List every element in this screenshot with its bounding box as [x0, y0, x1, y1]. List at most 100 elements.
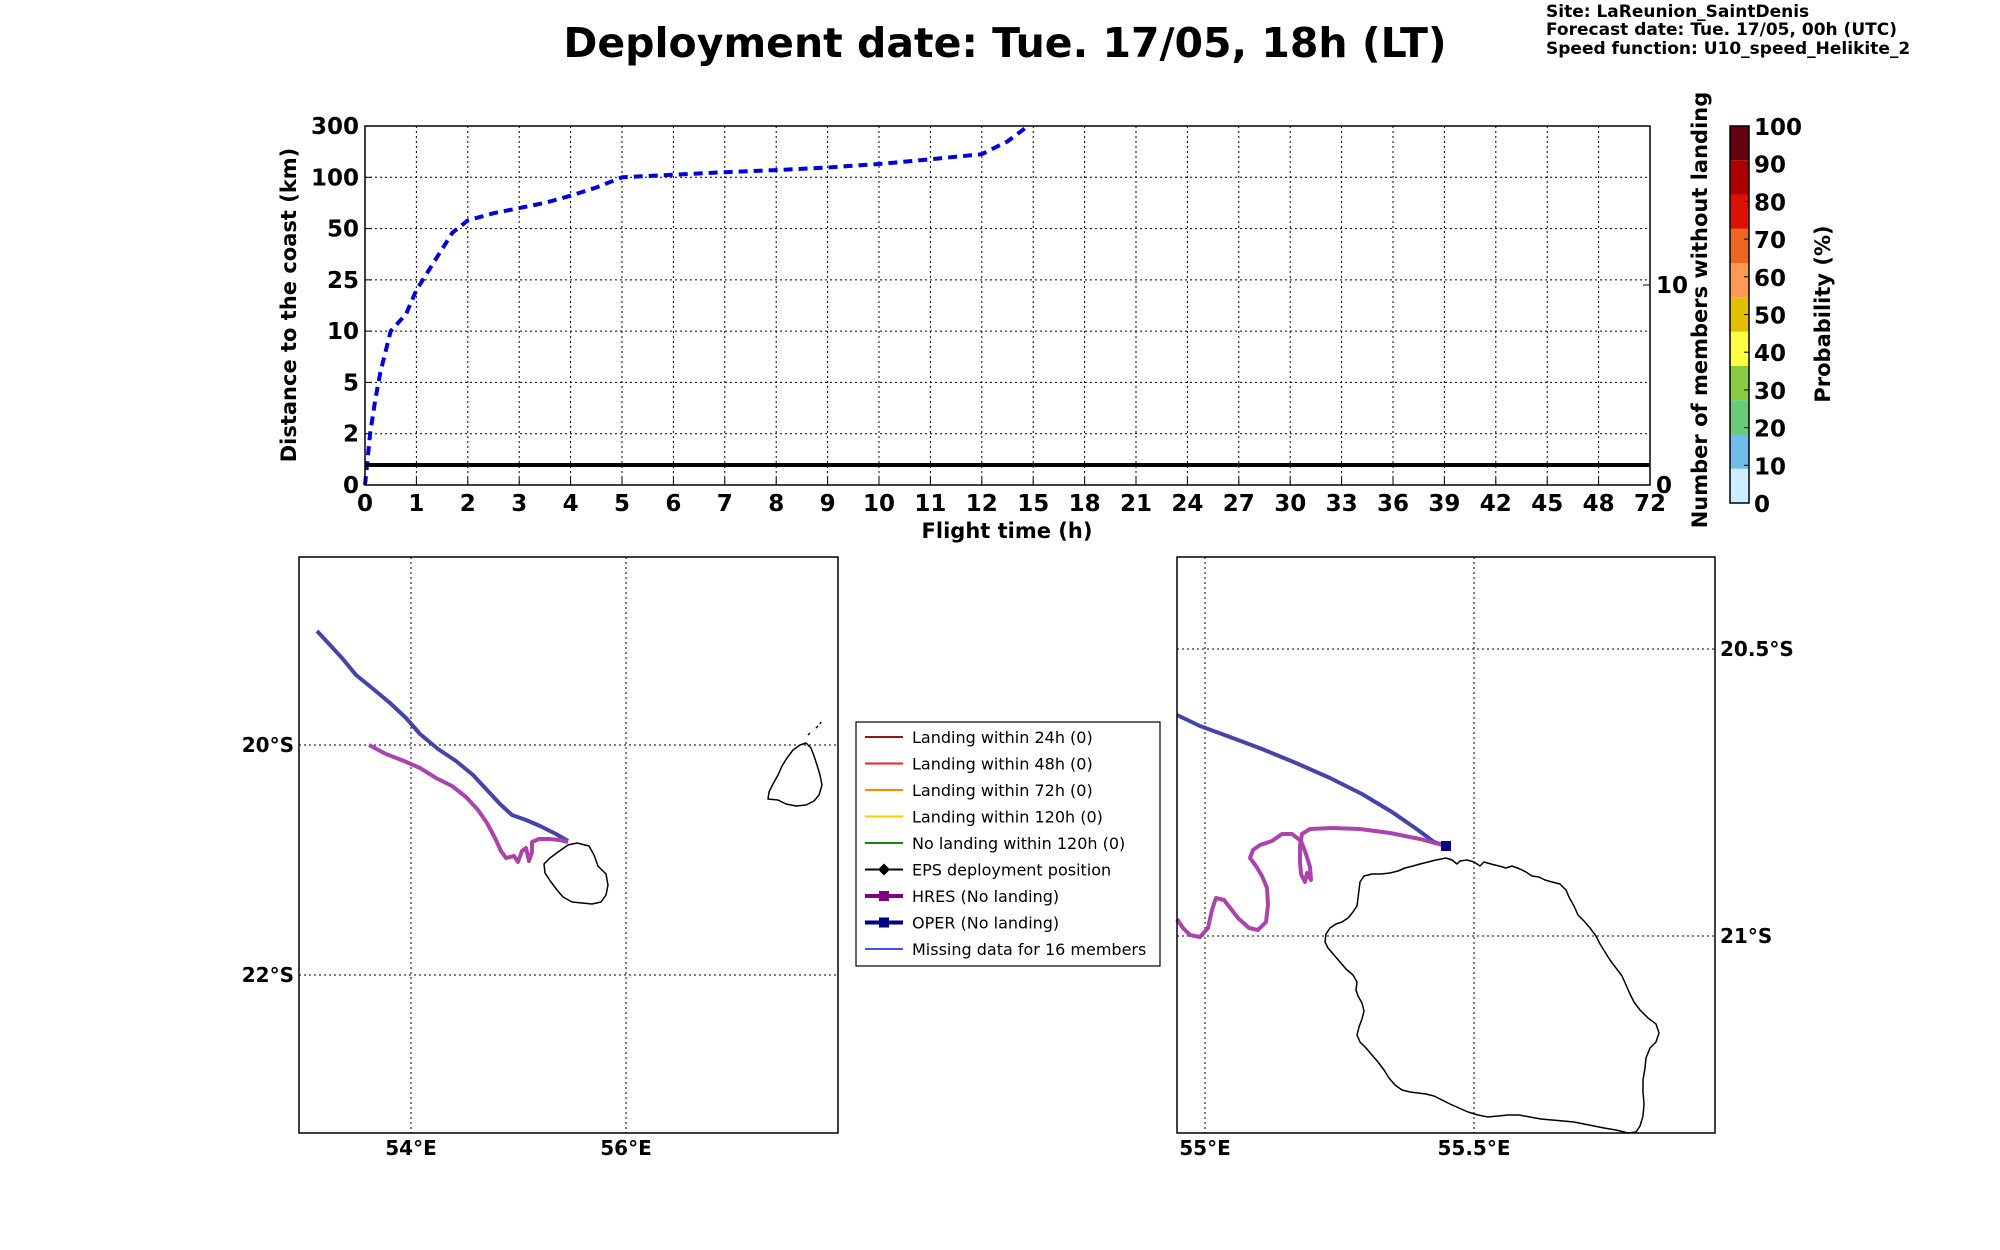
legend-item: Landing within 24h (0) — [865, 728, 1093, 747]
left-map-frame — [298, 556, 839, 1134]
colorbar-segment — [1730, 228, 1749, 264]
distance-chart-xlabel: Flight time (h) — [922, 519, 1093, 543]
site-label: Site: LaReunion_SaintDenis — [1546, 2, 1809, 22]
distance-chart-x-tick-label: 9 — [820, 491, 836, 517]
distance-chart-series — [363, 124, 1650, 486]
distance-chart-y-tick-label: 50 — [327, 217, 359, 243]
mauritius-islet-3 — [819, 721, 822, 725]
distance-chart-y-tick-label: 300 — [311, 114, 359, 140]
colorbar-segment — [1730, 468, 1749, 503]
distance-chart-x-tick-label: 36 — [1377, 491, 1409, 517]
left-map-x-tick-56e: 56°E — [600, 1136, 652, 1160]
distance-chart-x-tick-label: 5 — [614, 491, 630, 517]
distance-chart-x-tick-label: 48 — [1583, 491, 1615, 517]
legend-label: Landing within 120h (0) — [912, 808, 1103, 827]
right-map-frame — [1176, 556, 1716, 1134]
distance-chart-x-tick-label: 11 — [914, 491, 946, 517]
colorbar-segment — [1730, 297, 1749, 332]
mauritius-coastline — [767, 742, 823, 807]
colorbar-tick-label: 20 — [1754, 417, 1786, 443]
mauritius-islet-2 — [815, 725, 819, 729]
distance-chart-x-tick-label: 7 — [717, 491, 733, 517]
distance-chart-ylabel: Distance to the coast (km) — [277, 148, 301, 463]
legend-label: HRES (No landing) — [912, 887, 1059, 906]
distance-chart-y-tick-label: 0 — [343, 473, 359, 499]
legend-item: Landing within 120h (0) — [865, 808, 1103, 827]
colorbar-segment — [1730, 434, 1749, 469]
colorbar-segment — [1730, 160, 1749, 195]
distance-chart-x-ticks: 0 1 2 3 4 5 6 7 8 9 10 11 12 15 18 21 24 27 30 33 36 39 42 45 48… — [357, 478, 1666, 517]
colorbar-tick-label: 40 — [1754, 341, 1786, 367]
distance-chart-x-tick-label: 24 — [1171, 491, 1203, 517]
right-map-hres-track — [1175, 826, 1447, 939]
legend-label: OPER (No landing) — [912, 914, 1059, 933]
left-map-y-tick-20s: 20°S — [242, 733, 294, 757]
distance-chart-x-tick-label: 1 — [408, 491, 424, 517]
distance-chart-y-tick-label: 25 — [327, 268, 359, 294]
distance-series-line — [363, 124, 1030, 486]
legend-frame — [855, 721, 1161, 967]
colorbar-tick-label: 50 — [1754, 304, 1786, 330]
distance-chart-x-tick-label: 6 — [665, 491, 681, 517]
reunion-coastline-left-map — [543, 842, 609, 905]
colorbar-segment — [1730, 263, 1749, 298]
legend-items: Landing within 24h (0) Landing within 48h… — [865, 728, 1146, 959]
distance-chart-right-ylabel: Number of members without landing — [1688, 92, 1712, 529]
distance-chart-y-tick-label: 100 — [311, 165, 359, 191]
colorbar-tick-label: 30 — [1754, 379, 1786, 405]
speed-function-label: Speed function: U10_speed_Helikite_2 — [1546, 39, 1910, 59]
distance-chart-x-tick-label: 21 — [1120, 491, 1152, 517]
distance-chart-x-tick-label: 72 — [1634, 491, 1666, 517]
right-map-oper-track — [1176, 713, 1447, 848]
left-map-y-tick-22s: 22°S — [242, 963, 294, 987]
colorbar-tick-label: 60 — [1754, 266, 1786, 292]
colorbar-segment — [1730, 400, 1749, 435]
left-map-x-tick-54e: 54°E — [385, 1136, 437, 1160]
colorbar-tick-label: 10 — [1754, 454, 1786, 480]
distance-chart-x-tick-label: 3 — [511, 491, 527, 517]
legend-label: EPS deployment position — [912, 861, 1111, 880]
legend-item: EPS deployment position — [865, 861, 1111, 880]
distance-chart-right-ticks: 0 10 — [1643, 273, 1688, 499]
figure-title: Deployment date: Tue. 17/05, 18h (LT) — [563, 19, 1446, 67]
legend-label: Missing data for 16 members — [912, 940, 1146, 959]
legend-item: HRES (No landing) — [865, 887, 1059, 906]
legend-item: No landing within 120h (0) — [865, 834, 1125, 853]
distance-chart-x-tick-label: 18 — [1069, 491, 1101, 517]
distance-chart-x-tick-label: 30 — [1274, 491, 1306, 517]
distance-chart-x-tick-label: 27 — [1223, 491, 1255, 517]
distance-chart-x-tick-label: 2 — [460, 491, 476, 517]
colorbar-segments — [1730, 126, 1749, 503]
legend: Landing within 24h (0) Landing within 48h… — [855, 721, 1161, 967]
probability-colorbar: 0 10 20 30 40 50 60 70 80 90 100 Probability (%) — [1729, 115, 1835, 518]
distance-chart-right-tick-label: 0 — [1656, 473, 1672, 499]
right-map-x-tick-55e: 55°E — [1179, 1136, 1231, 1160]
colorbar-segment — [1730, 126, 1749, 161]
distance-chart-x-tick-label: 42 — [1480, 491, 1512, 517]
right-map-y-tick-21s: 21°S — [1720, 924, 1772, 948]
legend-item: Landing within 72h (0) — [865, 781, 1093, 800]
legend-square-marker — [879, 891, 889, 901]
right-map: 55°E 55.5°E 20.5°S 21°S — [1175, 556, 1794, 1160]
distance-chart: 0 1 2 3 4 5 6 7 8 9 10 11 12 15 18 21 24 27 30 33 36 39 42 45 48… — [277, 92, 1712, 543]
colorbar-tick-label: 80 — [1754, 190, 1786, 216]
colorbar-segment — [1730, 194, 1749, 229]
legend-diamond-marker — [878, 863, 890, 876]
colorbar-segment — [1730, 331, 1749, 366]
distance-chart-x-tick-label: 45 — [1531, 491, 1563, 517]
left-map-oper-track — [315, 629, 570, 843]
distance-chart-x-tick-label: 33 — [1326, 491, 1358, 517]
legend-label: No landing within 120h (0) — [912, 834, 1125, 853]
distance-chart-grid — [365, 126, 1650, 485]
distance-chart-right-tick-label: 10 — [1656, 273, 1688, 299]
left-map: 54°E 56°E 20°S 22°S — [242, 556, 839, 1160]
colorbar-label: Probability (%) — [1811, 225, 1835, 402]
colorbar-segment — [1730, 365, 1749, 401]
distance-chart-x-tick-label: 39 — [1428, 491, 1460, 517]
legend-square-marker — [879, 917, 889, 928]
distance-chart-y-tick-label: 2 — [343, 422, 359, 448]
colorbar-ticks: 0 10 20 30 40 50 60 70 80 90 100 — [1744, 115, 1802, 518]
reunion-coastline-right-map — [1324, 857, 1660, 1134]
